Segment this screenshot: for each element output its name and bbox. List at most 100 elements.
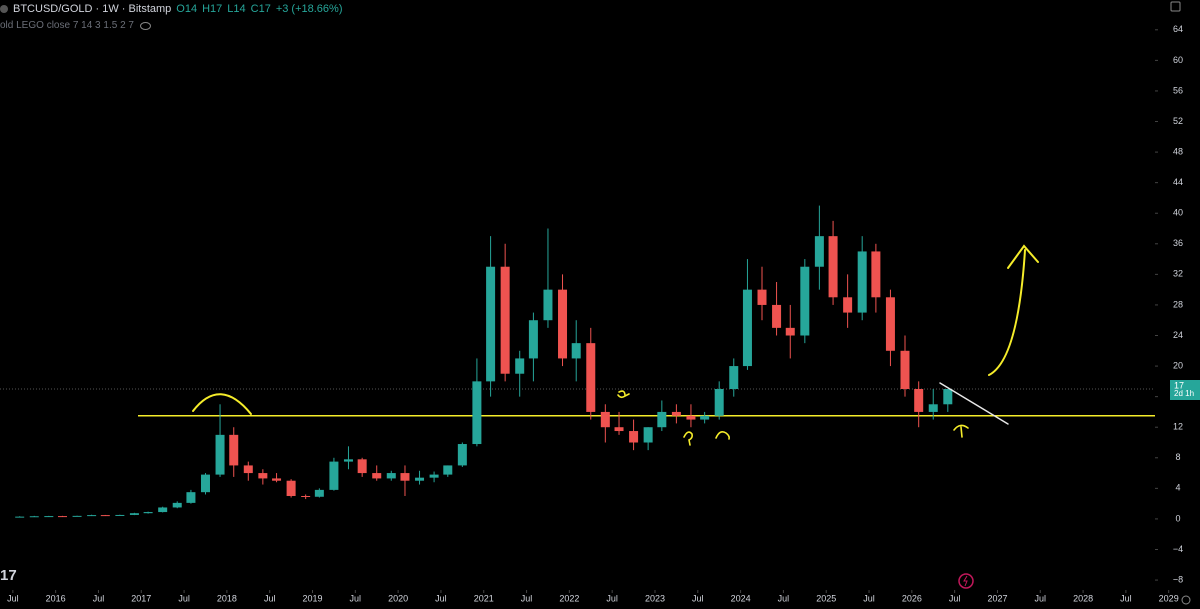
y-tick-label: 44 (1173, 177, 1183, 187)
candle-body (44, 516, 54, 518)
candle-body (87, 515, 97, 517)
y-tick-label: 32 (1173, 269, 1183, 279)
x-tick-label: 2017 (131, 593, 151, 603)
candle-body (429, 474, 439, 478)
candle-body (543, 289, 553, 321)
y-tick-label: −4 (1173, 544, 1183, 554)
x-tick-label: Jul (7, 593, 19, 603)
y-tick-label: 48 (1173, 146, 1183, 156)
candle-body (229, 434, 239, 466)
x-tick-label: Jul (435, 593, 447, 603)
candle-body (772, 304, 782, 328)
candle-body (928, 404, 938, 412)
ohlc-high: H17 (202, 3, 223, 15)
y-tick-label: 40 (1173, 208, 1183, 218)
alert-icon[interactable] (958, 573, 974, 589)
y-tick-label: 12 (1173, 422, 1183, 432)
symbol-icon (0, 5, 8, 13)
candle-body (129, 513, 139, 515)
candle-body (629, 431, 639, 443)
candle-body (301, 495, 311, 497)
candle-body (914, 389, 924, 412)
last-price-badge (1170, 380, 1200, 401)
candle-body (272, 478, 282, 481)
y-tick-label: 64 (1173, 24, 1183, 34)
candle-body (58, 516, 68, 518)
arrow-head (1007, 244, 1039, 269)
x-tick-label: Jul (350, 593, 362, 603)
x-tick-label: Jul (264, 593, 276, 603)
candle-body (143, 512, 153, 514)
y-tick-label: 52 (1173, 116, 1183, 126)
indicator-label: old LEGO close 7 14 3 1.5 2 7 (0, 20, 134, 31)
symbol-title: BTCUSD/GOLD · 1W · Bitstamp (13, 3, 172, 15)
candle-body (200, 474, 210, 493)
candle-body (657, 411, 667, 428)
candle-body (29, 516, 39, 518)
candle-body (714, 389, 724, 416)
candle-body (558, 289, 568, 359)
y-tick-label: 0 (1175, 513, 1180, 523)
candle-body (814, 236, 824, 267)
candle-body (571, 343, 581, 359)
hand-mark (715, 431, 730, 440)
candle-body (857, 251, 867, 313)
x-tick-label: 2018 (217, 593, 237, 603)
candle-body (871, 251, 881, 298)
hand-mark (683, 431, 693, 446)
candle-body (843, 297, 853, 313)
candle-body (486, 266, 496, 382)
x-tick-label: Jul (521, 593, 533, 603)
candle-body (643, 427, 653, 443)
candle-body (900, 350, 910, 390)
hand-mark (953, 424, 969, 438)
candle-body (757, 289, 767, 305)
candle-body (600, 411, 610, 428)
x-tick-label: Jul (1035, 593, 1047, 603)
candle-body (729, 366, 739, 390)
legend-header: BTCUSD/GOLD · 1W · Bitstamp O14 H17 L14 … (0, 3, 342, 15)
candle-body (386, 473, 396, 479)
y-tick-label: 4 (1175, 483, 1180, 493)
drawings (192, 244, 1039, 446)
candle-body (528, 320, 538, 359)
candle-body (172, 502, 182, 508)
visibility-icon[interactable] (139, 21, 151, 30)
settings-icon[interactable] (1170, 1, 1181, 12)
candle-body (700, 415, 710, 420)
x-tick-label: Jul (93, 593, 105, 603)
candle-body (828, 236, 838, 298)
candle-body (343, 459, 353, 462)
x-tick-label: 2020 (388, 593, 408, 603)
x-tick-label: 2024 (731, 593, 751, 603)
y-axis: −8−40481216202428323640444852566064172d … (1155, 24, 1200, 584)
candle-body (158, 507, 168, 513)
candle-body (500, 266, 510, 374)
candle-body (329, 461, 339, 490)
y-tick-label: 20 (1173, 360, 1183, 370)
candle-body (671, 411, 681, 416)
candle-body (614, 427, 624, 432)
change: +3 (+18.66%) (275, 3, 343, 15)
candle-body (15, 516, 25, 518)
arc-drawing (192, 393, 252, 415)
x-tick-label: 2026 (902, 593, 922, 603)
x-tick-label: Jul (178, 593, 190, 603)
candle-body (372, 473, 382, 479)
countdown-label: 2d 1h (1174, 389, 1194, 398)
x-tick-label: 2021 (474, 593, 494, 603)
x-tick-label: 2023 (645, 593, 665, 603)
candle-body (742, 289, 752, 367)
candle-body (472, 381, 482, 445)
y-tick-label: −8 (1173, 574, 1183, 584)
settings-gear[interactable] (1181, 595, 1191, 605)
x-tick-label: Jul (692, 593, 704, 603)
candle-body (515, 358, 525, 374)
candle-body (785, 327, 795, 336)
candle-body (243, 465, 253, 474)
y-tick-label: 28 (1173, 299, 1183, 309)
x-tick-label: Jul (1120, 593, 1132, 603)
